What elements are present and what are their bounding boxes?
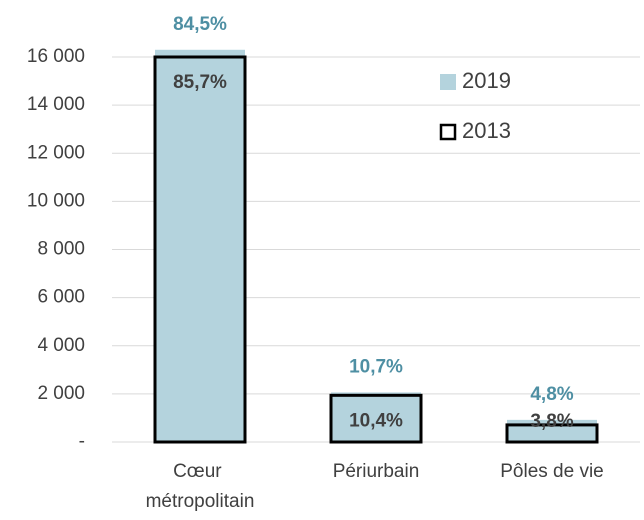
- legend-swatch: [439, 123, 457, 141]
- data-label: 10,7%: [349, 356, 403, 377]
- data-label: 4,8%: [530, 384, 573, 405]
- legend-label: 2019: [462, 68, 511, 93]
- x-tick-label: Cœur métropolitain: [146, 461, 255, 512]
- bar-outline: [153, 55, 247, 444]
- legend-swatch: [440, 74, 456, 90]
- data-label: 85,7%: [173, 72, 227, 93]
- data-label: 3,8%: [530, 411, 573, 432]
- x-tick-line: Cœur: [173, 461, 227, 482]
- y-tick-label: 4 000: [37, 335, 85, 356]
- bar: [155, 49, 245, 442]
- y-tick-label: 12 000: [27, 142, 85, 163]
- legend-label: 2013: [462, 118, 511, 143]
- y-tick-label: -: [79, 431, 85, 452]
- y-tick-label: 2 000: [37, 383, 85, 404]
- y-tick-label: 14 000: [27, 94, 85, 115]
- y-tick-label: 16 000: [27, 46, 85, 67]
- y-tick-label: 10 000: [27, 190, 85, 211]
- y-tick-label: 6 000: [37, 287, 85, 308]
- bar-outline: [329, 393, 423, 444]
- bar: [331, 392, 421, 442]
- data-label: 84,5%: [173, 14, 227, 35]
- bar-outline: [505, 423, 599, 444]
- data-label: 10,4%: [349, 410, 403, 431]
- y-tick-label: 8 000: [37, 239, 85, 260]
- x-tick-label: Périurbain: [333, 461, 420, 482]
- x-tick-line: métropolitain: [146, 491, 255, 512]
- x-tick-label: Pôles de vie: [500, 461, 604, 482]
